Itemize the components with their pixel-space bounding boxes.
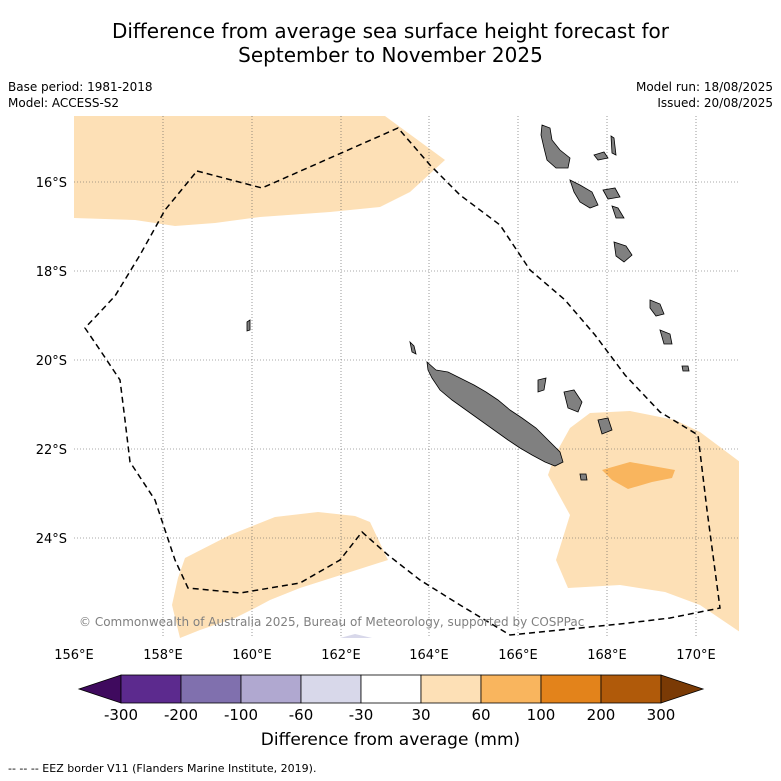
- anomaly-region-core: [602, 462, 675, 489]
- loyalty-island-mare: [597, 417, 613, 435]
- loyalty-island-lifou: [563, 389, 583, 413]
- copyright-notice: © Commonwealth of Australia 2025, Bureau…: [79, 615, 584, 629]
- lon-label: 158°E: [143, 648, 183, 663]
- vanuatu-malekula: [569, 179, 599, 209]
- title-line-1: Difference from average sea surface heig…: [111, 19, 670, 43]
- vanuatu-small-4: [611, 205, 625, 219]
- colorbar-segment: [480, 674, 542, 704]
- base-period: Base period: 1981-2018: [8, 80, 153, 94]
- eez-border: [84, 127, 721, 636]
- lat-label: 16°S: [36, 176, 67, 191]
- belep-islands: [409, 340, 417, 355]
- colorbar-tick-label: 200: [587, 706, 616, 724]
- lon-label: 166°E: [498, 648, 538, 663]
- issued-date: Issued: 20/08/2025: [657, 96, 773, 110]
- lon-label: 170°E: [676, 648, 716, 663]
- latitude-labels: 16°S 18°S 20°S 22°S 24°S: [36, 176, 67, 547]
- eez-footnote: -- -- -- EEZ border V11 (Flanders Marine…: [8, 762, 317, 775]
- isle-of-pines: [579, 473, 588, 481]
- model-run: Model run: 18/08/2025: [635, 80, 773, 94]
- colorbar-segment: [420, 674, 482, 704]
- lon-label: 164°E: [409, 648, 449, 663]
- lat-label: 20°S: [36, 354, 67, 369]
- anomaly-region-southeast: [548, 411, 739, 632]
- colorbar-segment: [600, 674, 662, 704]
- anomaly-region-north: [74, 116, 445, 226]
- meta-left: Base period: 1981-2018 Model: ACCESS-S2: [8, 79, 153, 111]
- colorbar-segment: [240, 674, 302, 704]
- colorbar-tick-label: -60: [289, 706, 314, 724]
- lon-label: 160°E: [232, 648, 272, 663]
- lon-label: 156°E: [54, 648, 94, 663]
- colorbar-tick-labels: -300 -200 -100 -60 -30 30 60 100 200 300: [104, 706, 675, 724]
- lon-label: 168°E: [587, 648, 627, 663]
- vanuatu-small-1: [593, 151, 609, 161]
- landmasses: [246, 124, 690, 481]
- lat-label: 24°S: [36, 532, 67, 547]
- anomaly-region-small-south: [340, 634, 372, 638]
- colorbar-extend-high: [660, 674, 705, 704]
- loyalty-island-ouvea: [537, 377, 547, 393]
- lat-label: 18°S: [36, 265, 67, 280]
- vanuatu-efate: [613, 241, 633, 263]
- chart-title: Difference from average sea surface heig…: [0, 19, 781, 67]
- title-line-2: September to November 2025: [238, 43, 543, 67]
- model-name: Model: ACCESS-S2: [8, 96, 120, 110]
- new-caledonia-island: [426, 360, 564, 467]
- chesterfield-islands: [246, 319, 251, 332]
- lon-label: 162°E: [321, 648, 361, 663]
- gridlines: [74, 116, 739, 638]
- colorbar-segment: [120, 674, 182, 704]
- colorbar-tick-label: -200: [164, 706, 198, 724]
- colorbar-tick-label: -300: [104, 706, 138, 724]
- colorbar-segment: [540, 674, 602, 704]
- colorbar-tick-label: 30: [411, 706, 430, 724]
- longitude-labels: 156°E 158°E 160°E 162°E 164°E 166°E 168°…: [54, 648, 716, 663]
- colorbar: [77, 674, 705, 704]
- lat-label: 22°S: [36, 443, 67, 458]
- colorbar-extend-low: [77, 674, 122, 704]
- meta-right: Model run: 18/08/2025 Issued: 20/08/2025: [636, 79, 773, 111]
- map-plot-area: © Commonwealth of Australia 2025, Bureau…: [74, 116, 739, 638]
- anomaly-region-southwest: [172, 512, 388, 638]
- colorbar-segment: [300, 674, 362, 704]
- vanuatu-small-3: [602, 187, 621, 200]
- colorbar-segment: [360, 674, 422, 704]
- vanuatu-aneityum: [659, 329, 673, 345]
- colorbar-tick-label: -30: [349, 706, 374, 724]
- matthew-island: [681, 365, 690, 372]
- colorbar-title: Difference from average (mm): [260, 730, 521, 750]
- vanuatu-small-2: [610, 135, 617, 156]
- vanuatu-tanna: [649, 299, 665, 317]
- colorbar-tick-label: 100: [527, 706, 556, 724]
- vanuatu-espiritu-santo: [540, 124, 571, 169]
- colorbar-tick-label: -100: [224, 706, 258, 724]
- colorbar-tick-label: 60: [471, 706, 490, 724]
- colorbar-segment: [180, 674, 242, 704]
- colorbar-tick-label: 300: [647, 706, 676, 724]
